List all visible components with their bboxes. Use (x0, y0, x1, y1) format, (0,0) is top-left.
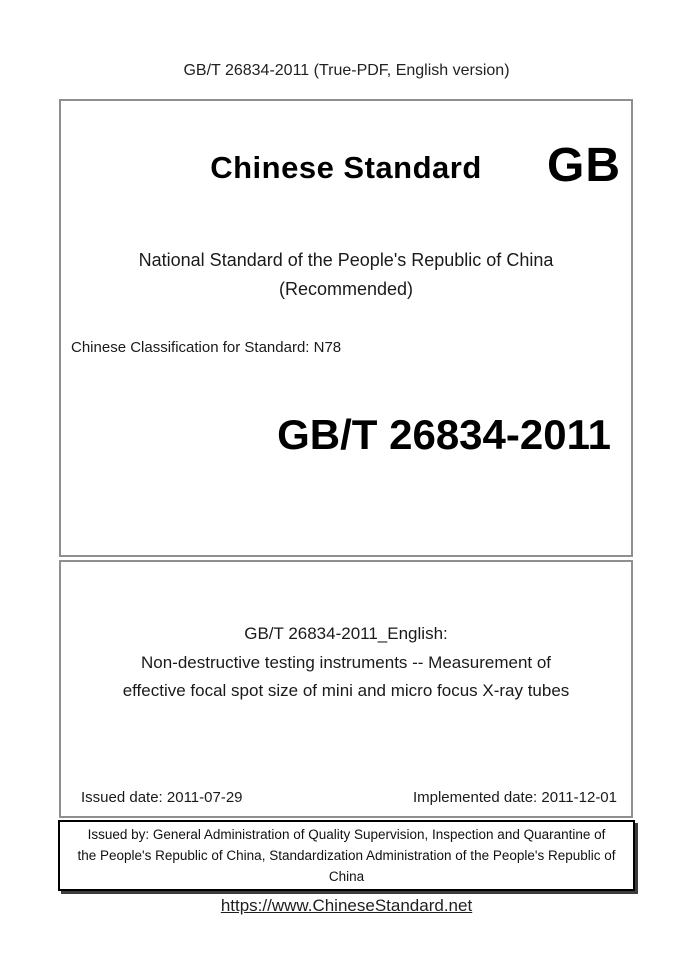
recommended-line: (Recommended) (278, 279, 414, 299)
implemented-date: Implemented date: 2011-12-01 (412, 789, 617, 806)
gb-logo: GB (547, 139, 621, 192)
english-title-block: GB/T 26834-2011_English: Non-destructive… (61, 620, 631, 706)
issuer-panel: Issued by: General Administration of Qua… (58, 820, 635, 891)
english-title-line-1: GB/T 26834-2011_English: (244, 624, 448, 643)
english-title-line-3: effective focal spot size of mini and mi… (122, 681, 570, 700)
cover-top-panel: Chinese Standard GB National Standard of… (59, 99, 633, 557)
document-header-line: GB/T 26834-2011 (True-PDF, English versi… (183, 62, 510, 79)
website-link[interactable]: https://www.ChineseStandard.net (220, 896, 473, 915)
issuer-line-2: the People's Republic of China, Standard… (77, 848, 616, 863)
national-standard-subtitle: National Standard of the People's Republ… (61, 246, 631, 304)
classification-line: Chinese Classification for Standard: N78 (71, 339, 342, 356)
national-standard-line: National Standard of the People's Republ… (138, 250, 554, 270)
issuer-line-1: Issued by: General Administration of Qua… (87, 827, 606, 842)
english-title-line-2: Non-destructive testing instruments -- M… (140, 652, 552, 672)
standard-number: GB/T 26834-2011 (277, 411, 611, 458)
issued-date: Issued date: 2011-07-29 (81, 789, 243, 806)
cover-english-panel: GB/T 26834-2011_English: Non-destructive… (59, 560, 633, 818)
footer: https://www.ChineseStandard.net (0, 896, 693, 916)
dates-row: Issued date: 2011-07-29 Implemented date… (81, 789, 617, 806)
issuer-line-3: China (328, 869, 365, 884)
brand-title: Chinese Standard (210, 150, 482, 185)
brand-row: Chinese Standard GB (61, 142, 631, 190)
